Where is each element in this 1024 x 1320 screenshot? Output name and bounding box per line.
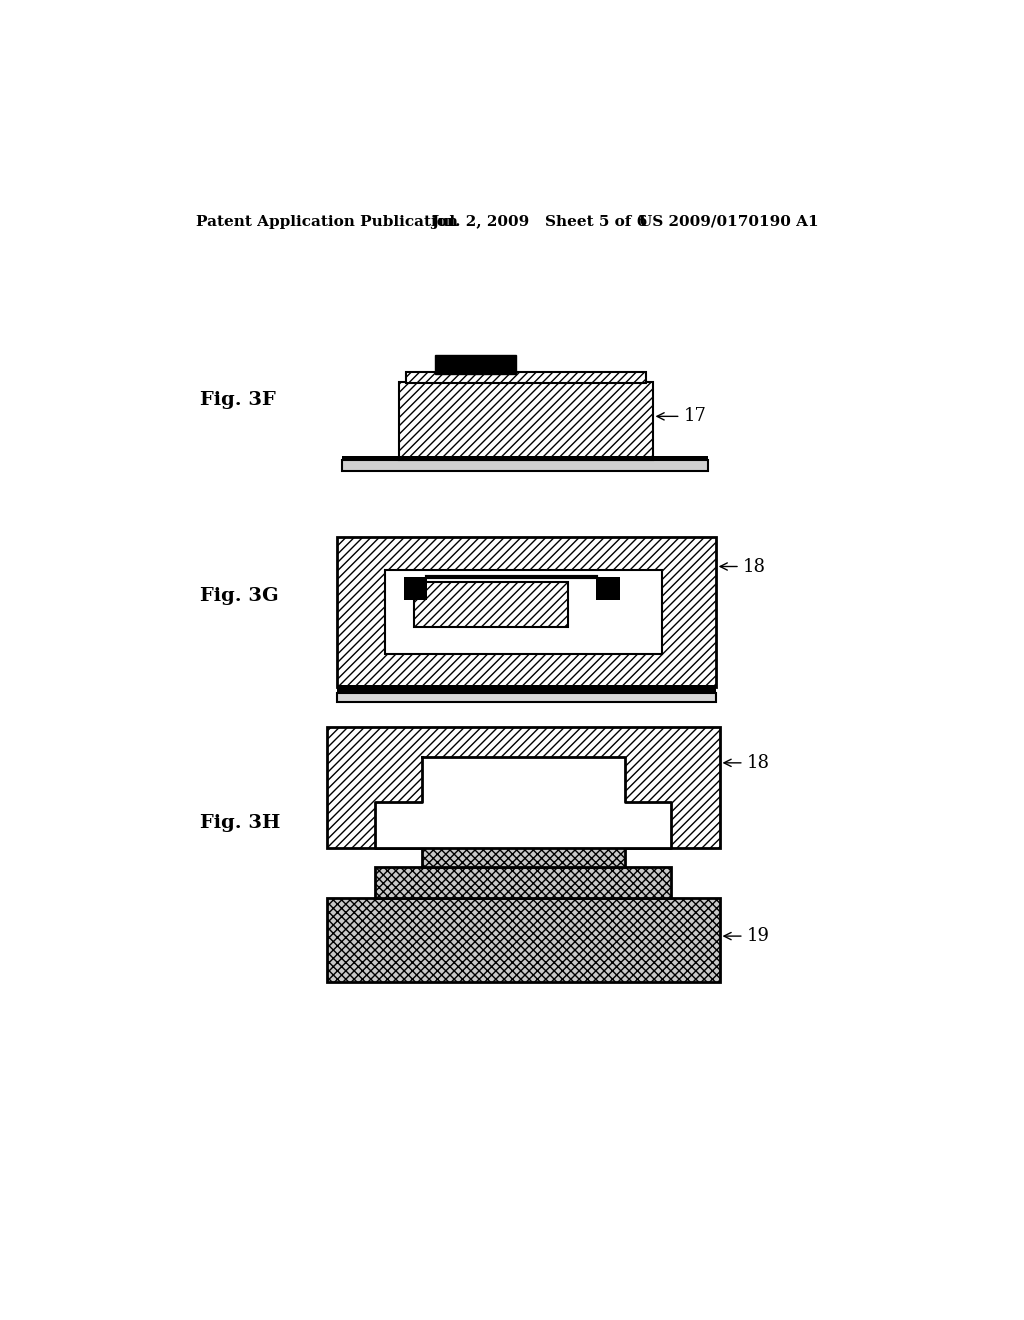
Bar [407,372,646,383]
Bar [398,381,652,461]
Bar [414,582,568,627]
Text: 17: 17 [657,408,707,425]
Bar [376,803,671,849]
Bar [337,693,716,702]
Bar [596,577,620,599]
Bar [376,867,671,898]
Text: 18: 18 [720,557,766,576]
Bar [342,461,708,471]
Text: 19: 19 [724,927,770,945]
Text: Fig. 3F: Fig. 3F [200,391,275,409]
Text: Fig. 3H: Fig. 3H [200,814,281,833]
Bar [422,838,625,867]
Text: Jul. 2, 2009   Sheet 5 of 6: Jul. 2, 2009 Sheet 5 of 6 [431,215,647,228]
Bar [435,355,515,374]
Bar [337,685,716,693]
Text: Patent Application Publication: Patent Application Publication [196,215,458,228]
Bar [342,457,708,461]
Bar [327,898,720,982]
Bar [327,726,720,849]
Text: US 2009/0170190 A1: US 2009/0170190 A1 [639,215,818,228]
Bar [403,577,427,599]
Bar [337,537,716,688]
Bar [422,758,625,803]
Text: Fig. 3G: Fig. 3G [200,587,279,605]
Bar [385,570,662,653]
Text: 18: 18 [724,754,770,772]
